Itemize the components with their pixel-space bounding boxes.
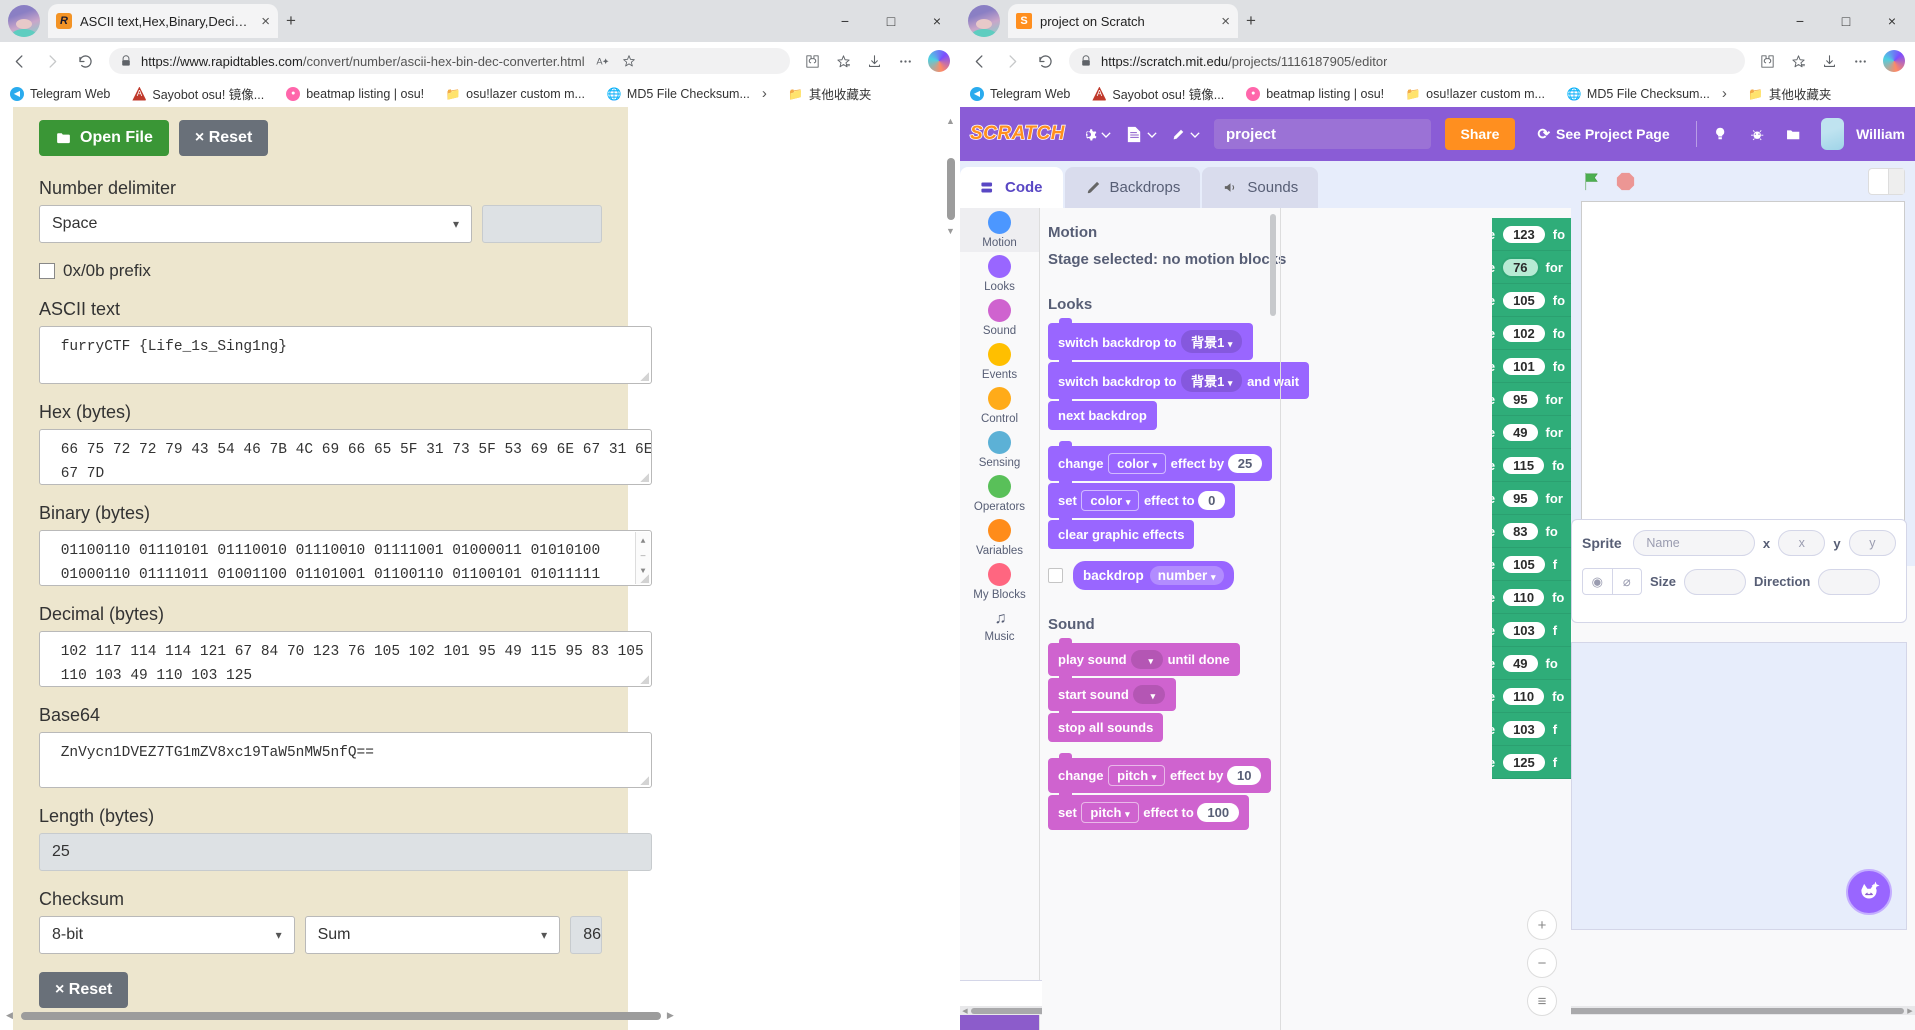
- svg-text:A: A: [596, 56, 603, 66]
